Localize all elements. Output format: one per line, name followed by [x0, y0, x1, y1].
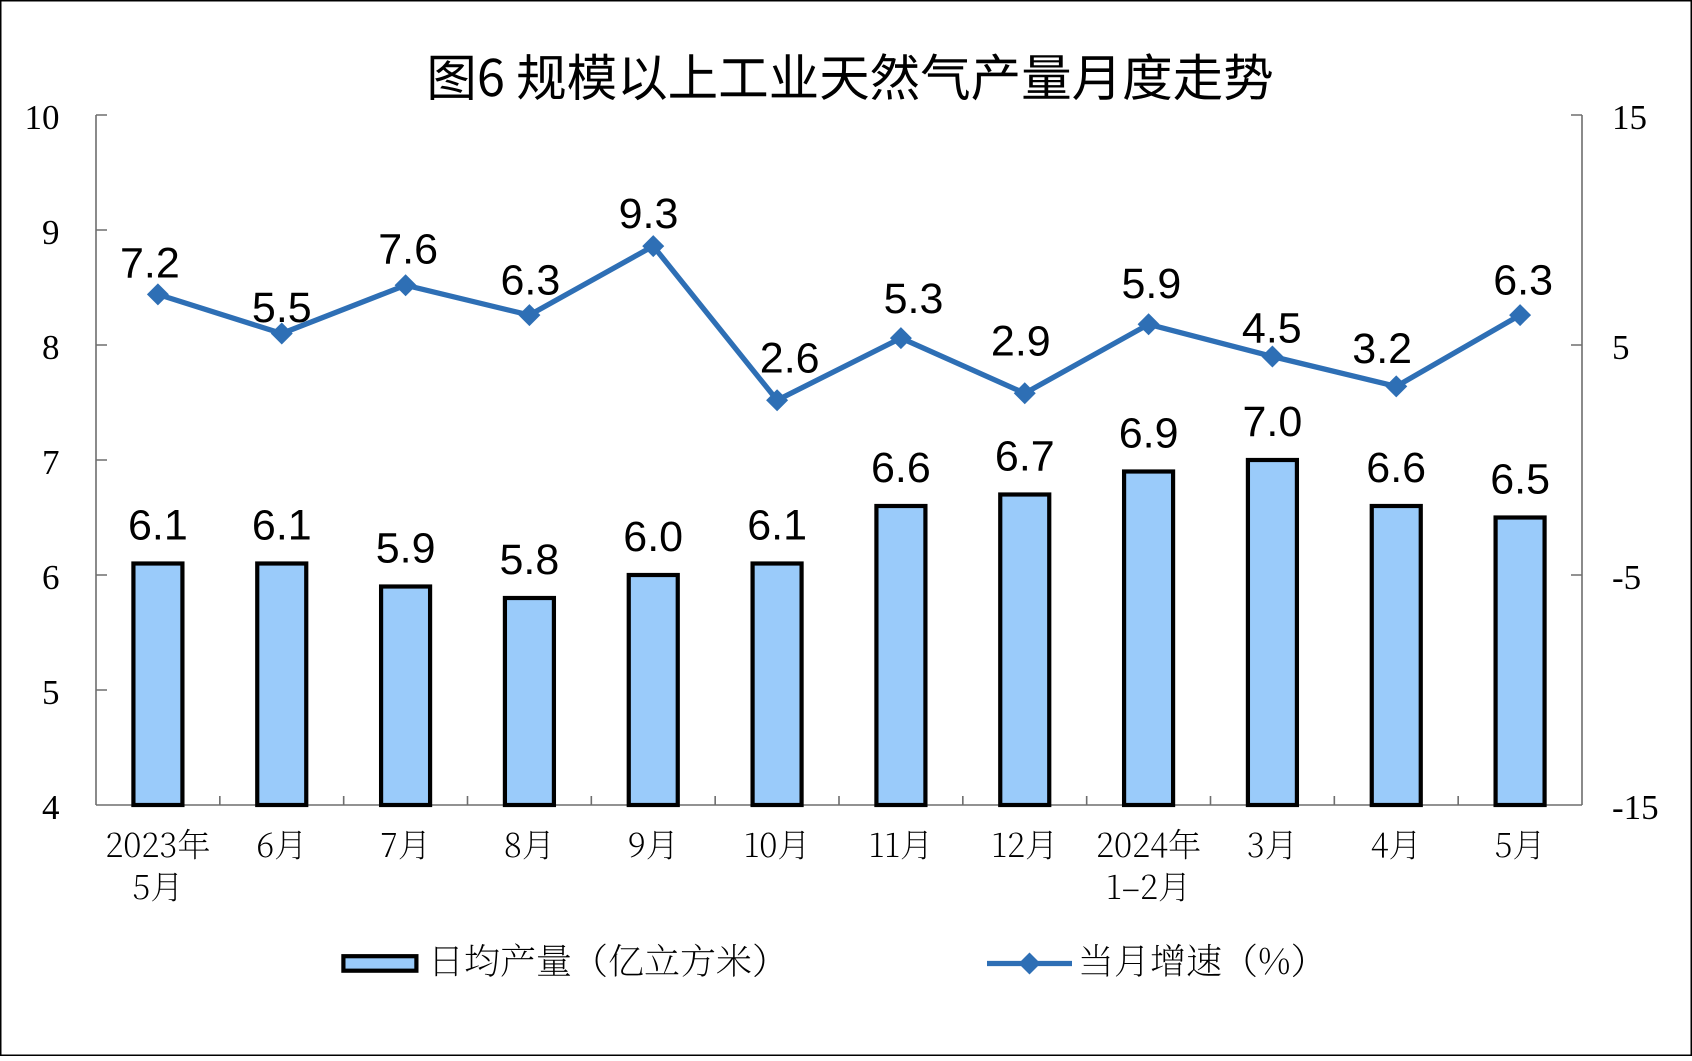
svg-text:6.3: 6.3: [1493, 256, 1553, 304]
svg-text:10: 10: [25, 98, 60, 137]
svg-text:7.6: 7.6: [378, 226, 438, 274]
svg-text:6.0: 6.0: [623, 513, 683, 561]
svg-text:4: 4: [42, 788, 60, 827]
svg-text:2.9: 2.9: [991, 318, 1051, 366]
svg-text:6.6: 6.6: [1366, 444, 1426, 492]
svg-text:7.0: 7.0: [1243, 398, 1303, 446]
svg-text:6.1: 6.1: [747, 502, 807, 550]
svg-text:8: 8: [42, 328, 60, 367]
svg-text:5.3: 5.3: [884, 275, 944, 323]
svg-text:5.9: 5.9: [376, 525, 436, 573]
svg-text:5: 5: [1612, 328, 1630, 367]
svg-text:-5: -5: [1612, 558, 1641, 597]
svg-text:6.3: 6.3: [501, 257, 561, 305]
svg-text:5.5: 5.5: [252, 284, 312, 332]
svg-text:6.7: 6.7: [995, 433, 1055, 481]
svg-text:9: 9: [42, 213, 60, 252]
svg-text:6.1: 6.1: [252, 502, 312, 550]
svg-text:5: 5: [42, 673, 60, 712]
svg-text:5.8: 5.8: [500, 536, 560, 584]
svg-text:7: 7: [42, 443, 60, 482]
svg-text:5.9: 5.9: [1122, 260, 1182, 308]
svg-text:4.5: 4.5: [1242, 304, 1302, 352]
svg-text:6.5: 6.5: [1490, 456, 1550, 504]
svg-text:6.6: 6.6: [871, 444, 931, 492]
svg-text:6: 6: [42, 558, 60, 597]
svg-text:7.2: 7.2: [120, 240, 180, 288]
svg-text:15: 15: [1612, 98, 1647, 137]
svg-text:9.3: 9.3: [619, 190, 679, 238]
svg-text:2.6: 2.6: [760, 335, 820, 383]
svg-text:6.9: 6.9: [1119, 410, 1179, 458]
svg-text:-15: -15: [1612, 788, 1659, 827]
svg-text:6.1: 6.1: [128, 502, 188, 550]
svg-text:3.2: 3.2: [1352, 325, 1412, 373]
